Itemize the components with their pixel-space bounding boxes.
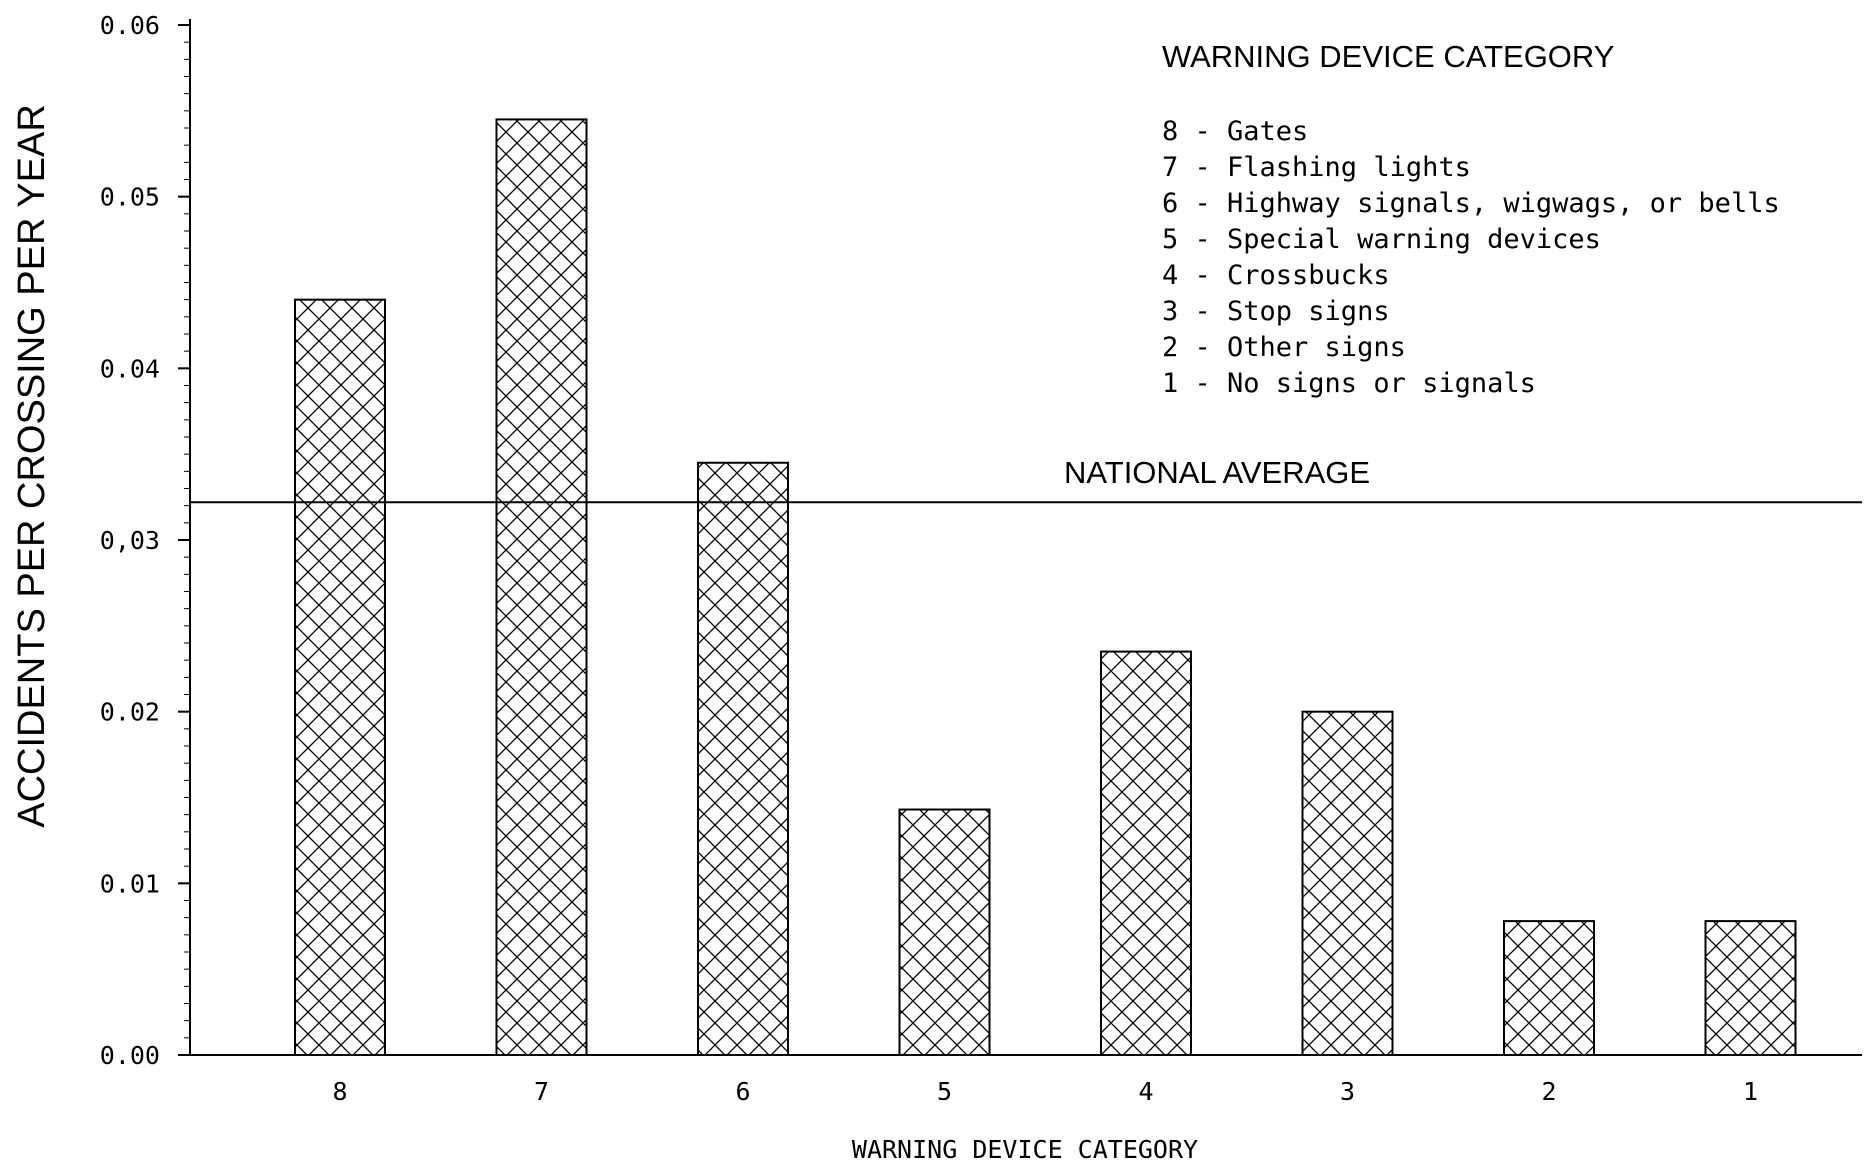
legend-entry: 3 - Stop signs: [1162, 296, 1390, 327]
legend-title: WARNING DEVICE CATEGORY: [1162, 39, 1614, 74]
x-tick-label: 1: [1743, 1077, 1758, 1106]
x-tick-label: 6: [735, 1077, 750, 1106]
bar-category-8: [294, 298, 386, 1056]
y-tick-label: 0.05: [100, 183, 160, 212]
y-axis: 0.00 0.01 0.02 0,03 0.04 0.05 0.06: [100, 11, 191, 1070]
y-tick-label: 0.01: [100, 869, 160, 898]
x-tick-label: 5: [937, 1077, 952, 1106]
x-tick-label: 3: [1340, 1077, 1355, 1106]
legend: WARNING DEVICE CATEGORY 8 - Gates 7 - Fla…: [1162, 39, 1780, 399]
legend-entry: 4 - Crossbucks: [1162, 260, 1390, 291]
x-axis-label: WARNING DEVICE CATEGORY: [852, 1135, 1198, 1164]
bar-category-2: [1503, 920, 1595, 1056]
bar-category-1: [1704, 920, 1797, 1056]
legend-entry: 8 - Gates: [1162, 116, 1308, 147]
bar-category-7: [495, 118, 588, 1056]
y-tick-label: 0.00: [100, 1041, 160, 1070]
y-tick-label: 0.02: [100, 698, 160, 727]
x-axis: 8 7 6 5 4 3 2 1: [190, 1054, 1862, 1106]
x-tick-label: 7: [534, 1077, 549, 1106]
y-tick-label: 0.06: [100, 11, 160, 40]
bar-category-4: [1100, 650, 1192, 1056]
legend-entry: 2 - Other signs: [1162, 332, 1406, 363]
x-tick-label: 4: [1138, 1077, 1153, 1106]
legend-entry: 5 - Special warning devices: [1162, 224, 1601, 255]
bars: [294, 118, 1797, 1057]
legend-entry: 1 - No signs or signals: [1162, 368, 1536, 399]
x-tick-label: 2: [1541, 1077, 1556, 1106]
bar-category-5: [898, 808, 991, 1056]
legend-entry: 6 - Highway signals, wigwags, or bells: [1162, 188, 1780, 219]
bar-category-3: [1301, 710, 1394, 1057]
y-tick-label: 0.04: [100, 354, 160, 383]
y-tick-label: 0,03: [100, 526, 160, 555]
bar-category-6: [697, 461, 789, 1056]
y-axis-label: ACCIDENTS PER CROSSING PER YEAR: [11, 104, 53, 828]
legend-entry: 7 - Flashing lights: [1162, 152, 1471, 183]
national-average-label: NATIONAL AVERAGE: [1064, 455, 1370, 490]
x-tick-label: 8: [332, 1077, 347, 1106]
national-average: NATIONAL AVERAGE: [190, 455, 1862, 504]
